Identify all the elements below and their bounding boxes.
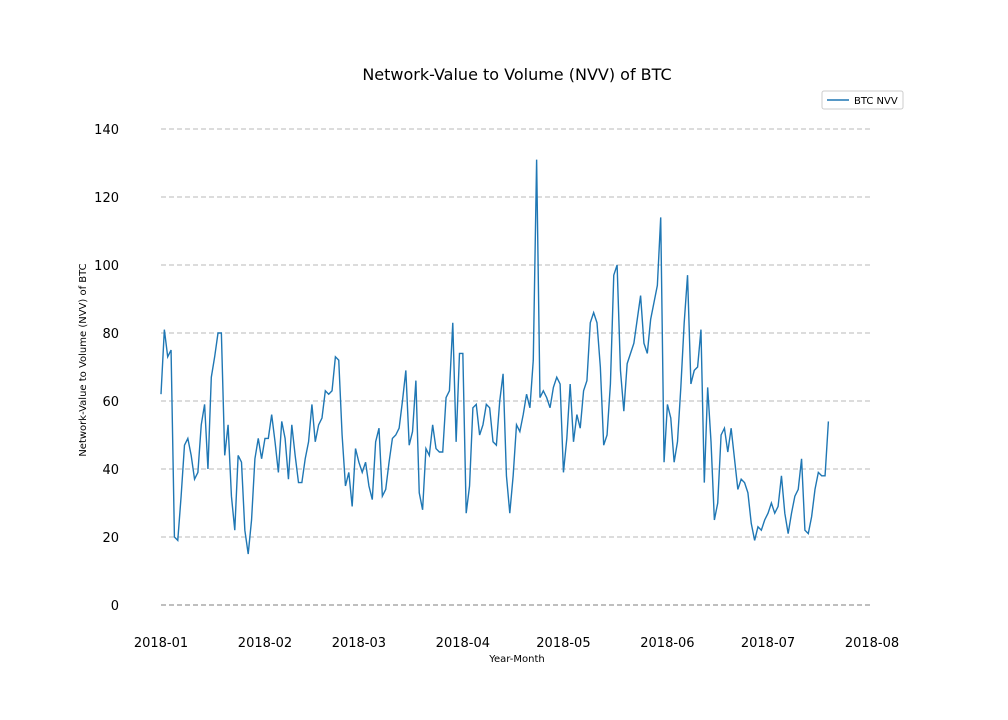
legend-box (821, 90, 904, 110)
y-tick-label: 0 (111, 599, 119, 614)
x-tick-label: 2018-04 (436, 636, 490, 651)
x-axis-ticks: 2018-01 2018-02 2018-03 2018-04 2018-05 2018-… (134, 636, 899, 651)
legend-label: BTC NVV (854, 96, 898, 107)
y-axis-ticks: 0 20 40 60 80 100 120 140 (94, 123, 119, 614)
y-axis-label: Network-Value to Volume (NVV) of BTC (78, 263, 89, 456)
y-tick-label: 40 (102, 463, 119, 478)
y-tick-label: 140 (94, 123, 119, 138)
legend: BTC NVV (821, 90, 904, 110)
x-axis-label: Year-Month (488, 654, 544, 665)
btc-nvv-series-line (160, 159, 830, 555)
y-tick-label: 20 (102, 531, 119, 546)
y-tick-label: 100 (94, 259, 119, 274)
y-tick-label: 80 (102, 327, 119, 342)
chart-title: Network-Value to Volume (NVV) of BTC (362, 65, 671, 84)
x-tick-label: 2018-07 (741, 636, 795, 651)
x-tick-label: 2018-01 (134, 636, 188, 651)
y-tick-label: 60 (102, 395, 119, 410)
x-tick-label: 2018-03 (332, 636, 386, 651)
x-tick-label: 2018-02 (238, 636, 292, 651)
x-tick-label: 2018-06 (640, 636, 694, 651)
y-tick-label: 120 (94, 191, 119, 206)
x-tick-label: 2018-08 (845, 636, 899, 651)
gridlines (161, 128, 872, 606)
x-tick-label: 2018-05 (536, 636, 590, 651)
